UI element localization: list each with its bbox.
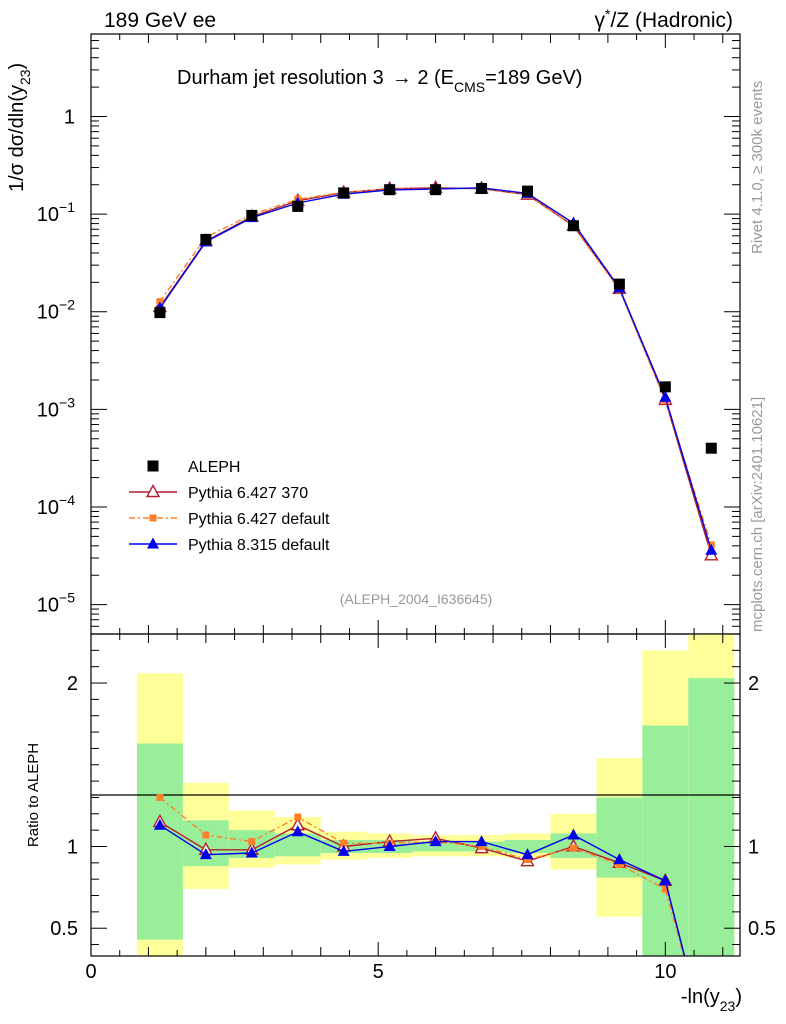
data-point-aleph (292, 200, 304, 212)
data-point-aleph (521, 185, 533, 197)
y-tick-label: 10−1 (37, 199, 75, 226)
data-point-py6_def (523, 856, 531, 864)
data-point-py8_def (245, 846, 258, 858)
data-point-py6_def (661, 885, 669, 893)
data-point-py8_def (291, 825, 304, 837)
uncertainty-band-inner (412, 841, 459, 852)
data-point-py8_def (383, 839, 396, 851)
ratio-axes: 0 5 10 0.5 0.5 1 1 2 2 (50, 634, 776, 983)
data-point-py6_def (202, 831, 210, 839)
data-point-py6_def (294, 813, 302, 821)
data-point-aleph (384, 184, 396, 196)
mcplots-note: mcplots.cern.ch [arXiv:2401.10621] (749, 397, 766, 632)
rivet-note: Rivet 4.1.0, ≥ 300k events (749, 81, 766, 254)
data-point-py8_def (199, 848, 212, 860)
data-point-py6_def (248, 838, 256, 846)
data-point-py8_def (567, 828, 580, 840)
uncertainty-band-inner (642, 725, 689, 956)
data-point-py8_def (337, 844, 350, 856)
y-tick-label: 10−4 (37, 492, 75, 519)
main-axes: 10−5 10−4 10−3 10−2 10−1 1 (37, 33, 740, 634)
header-right-process: /Z (Hadronic) (610, 9, 733, 32)
data-point-py6_def (615, 860, 623, 868)
legend-label-py6_370: Pythia 6.427 370 (188, 485, 308, 502)
uncertainty-band-inner (136, 743, 183, 940)
data-point-py8_def (659, 390, 672, 402)
x-tick-label: 0 (85, 961, 96, 983)
ratio-frame (90, 633, 741, 957)
header-right-star: * (605, 6, 611, 22)
y-tick-label: 10−3 (37, 394, 75, 421)
y-tick-label: 1 (64, 107, 75, 129)
data-point-py8_def (475, 835, 488, 847)
header-right-gamma: γ (595, 9, 606, 32)
data-point-aleph (476, 183, 488, 195)
data-point-aleph (613, 278, 625, 290)
x-tick-label: 5 (373, 961, 384, 983)
data-point-aleph (200, 233, 212, 245)
legend-label-aleph: ALEPH (188, 459, 240, 476)
data-point-aleph (246, 209, 258, 221)
uncertainty-band-inner (688, 678, 735, 956)
data-point-py8_def (659, 874, 672, 886)
data-point-aleph (338, 187, 350, 199)
header-left-label: 189 GeV ee (104, 9, 216, 32)
x-axis-label: -ln(y23) (681, 986, 742, 1014)
data-point-py6_def (340, 839, 348, 847)
analysis-tag: (ALEPH_2004_I636645) (340, 591, 493, 607)
y-tick-label: 10−2 (37, 297, 75, 324)
chart-title: Durham jet resolution 3 → 2 (ECMS=189 GeV… (177, 67, 582, 95)
main-y-axis-label: 1/σ dσ/dln(y23) (6, 63, 33, 192)
ratio-y-tick-label-left: 1 (67, 836, 78, 858)
ratio-series-group (152, 793, 686, 956)
data-point-py8_def (153, 818, 166, 830)
data-point-py6_def (156, 793, 164, 801)
data-point-py6_def (569, 844, 577, 852)
ratio-y-tick-label-left: 0.5 (50, 918, 78, 940)
data-point-py8_def (613, 853, 626, 865)
data-point-aleph (659, 381, 671, 393)
legend-marker-aleph (147, 460, 159, 472)
data-point-aleph (430, 184, 442, 196)
legend-label-py8_def: Pythia 8.315 default (188, 537, 330, 554)
ratio-y-tick-label-left: 2 (67, 673, 78, 695)
ratio-y-tick-label-right: 0.5 (748, 918, 776, 940)
data-point-aleph (154, 307, 166, 319)
legend-marker-py8_def (147, 537, 159, 549)
ratio-y-axis-label: Ratio to ALEPH (25, 743, 42, 847)
legend-marker-py6_370 (145, 484, 161, 498)
data-point-aleph (705, 442, 717, 454)
y-tick-label: 10−5 (37, 590, 75, 617)
ratio-y-tick-label-right: 2 (748, 673, 759, 695)
x-tick-label: 10 (654, 961, 676, 983)
main-series-group (152, 179, 719, 561)
data-point-py6_def (478, 842, 486, 850)
legend-label-py6_def: Pythia 6.427 default (188, 511, 330, 528)
data-point-py8_def (429, 835, 442, 847)
header-right-label: γ*/Z (Hadronic) (595, 6, 733, 32)
ratio-y-tick-label-right: 1 (748, 836, 759, 858)
data-point-py8_def (705, 543, 718, 555)
legend: ALEPH Pythia 6.427 370 Pythia 6.427 defaul… (129, 459, 330, 554)
data-point-aleph (567, 220, 579, 232)
legend-marker-py6_def (149, 514, 157, 522)
data-point-py8_def (521, 848, 534, 860)
uncertainty-band-inner (274, 833, 321, 857)
